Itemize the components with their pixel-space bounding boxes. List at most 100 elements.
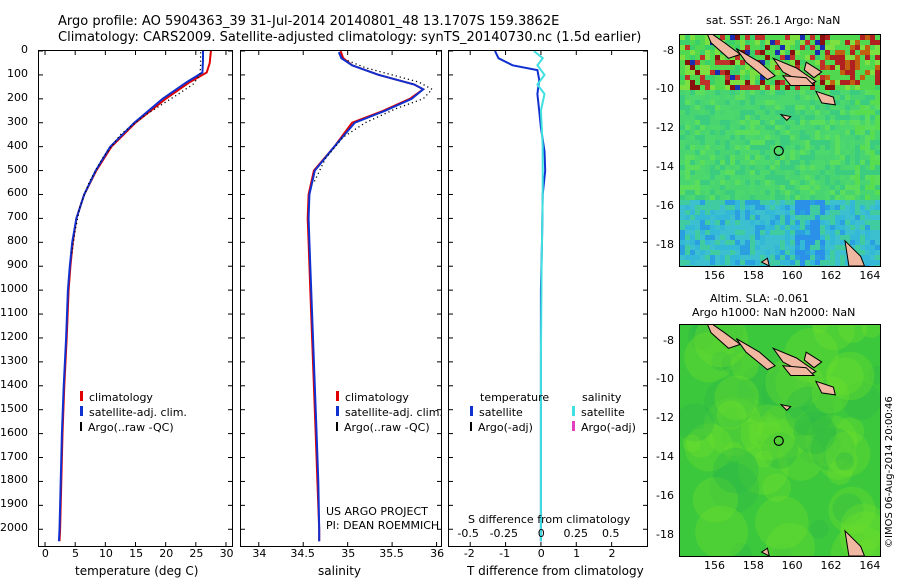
sst-cell — [720, 140, 725, 145]
sst-cell — [790, 145, 795, 150]
sst-cell — [870, 215, 875, 220]
sst-cell — [755, 130, 760, 135]
sst-cell — [865, 105, 870, 110]
sst-cell — [760, 50, 765, 55]
sst-cell — [825, 200, 830, 205]
sst-cell — [770, 145, 775, 150]
sst-cell — [775, 165, 780, 170]
sst-cell — [690, 60, 695, 65]
sst-cell — [755, 45, 760, 50]
sst-cell — [855, 130, 860, 135]
sla-blob — [861, 325, 880, 338]
sst-cell — [825, 225, 830, 230]
sst-cell — [830, 80, 835, 85]
sst-cell — [755, 235, 760, 240]
sst-cell — [790, 160, 795, 165]
sst-cell — [760, 265, 765, 266]
sst-cell — [875, 260, 880, 265]
sst-cell — [860, 100, 865, 105]
sst-cell — [755, 165, 760, 170]
sst-cell — [730, 160, 735, 165]
sst-cell — [735, 260, 740, 265]
sst-cell — [820, 145, 825, 150]
sst-cell — [845, 185, 850, 190]
sst-cell — [850, 190, 855, 195]
sst-cell — [740, 180, 745, 185]
sst-cell — [835, 205, 840, 210]
sst-cell — [710, 125, 715, 130]
sst-cell — [870, 245, 875, 250]
sst-cell — [865, 160, 870, 165]
sst-cell — [820, 85, 825, 90]
sst-cell — [830, 185, 835, 190]
sst-cell — [875, 205, 880, 210]
sst-cell — [760, 55, 765, 60]
sst-cell — [835, 120, 840, 125]
sst-cell — [870, 75, 875, 80]
sst-cell — [720, 120, 725, 125]
sst-cell — [705, 115, 710, 120]
sst-cell — [870, 65, 875, 70]
sst-cell — [715, 90, 720, 95]
sst-cell — [725, 150, 730, 155]
sst-cell — [820, 70, 825, 75]
sst-cell — [835, 65, 840, 70]
sst-cell — [840, 65, 845, 70]
sst-cell — [720, 205, 725, 210]
sst-cell — [795, 200, 800, 205]
sst-cell — [865, 85, 870, 90]
sst-cell — [795, 55, 800, 60]
series-line — [58, 50, 212, 542]
sst-cell — [685, 220, 690, 225]
sst-cell — [870, 210, 875, 215]
sst-cell — [865, 60, 870, 65]
sst-cell — [765, 35, 770, 40]
sst-cell — [735, 155, 740, 160]
sst-cell — [795, 40, 800, 45]
sst-cell — [765, 65, 770, 70]
sst-cell — [785, 110, 790, 115]
sst-cell — [815, 60, 820, 65]
sst-cell — [800, 240, 805, 245]
sst-cell — [805, 260, 810, 265]
series-line — [307, 51, 425, 542]
sst-cell — [740, 85, 745, 90]
sst-cell — [715, 75, 720, 80]
sst-cell — [850, 220, 855, 225]
sst-cell — [815, 75, 820, 80]
sst-cell — [805, 240, 810, 245]
sst-cell — [705, 235, 710, 240]
sst-cell — [840, 265, 845, 266]
sst-cell — [780, 55, 785, 60]
legend-label: satellite-adj. clim. — [89, 406, 187, 419]
sst-cell — [865, 40, 870, 45]
sst-cell — [775, 265, 780, 266]
sst-cell — [865, 95, 870, 100]
sst-cell — [835, 75, 840, 80]
sst-cell — [830, 75, 835, 80]
sst-cell — [755, 110, 760, 115]
sst-cell — [820, 200, 825, 205]
sst-cell — [720, 215, 725, 220]
sst-cell — [715, 240, 720, 245]
sst-cell — [855, 65, 860, 70]
sst-cell — [800, 35, 805, 40]
sst-cell — [835, 180, 840, 185]
sst-cell — [710, 145, 715, 150]
sst-cell — [725, 120, 730, 125]
sst-cell — [800, 200, 805, 205]
sst-cell — [725, 200, 730, 205]
sst-cell — [810, 265, 815, 266]
sst-cell — [805, 160, 810, 165]
sst-cell — [730, 250, 735, 255]
sst-cell — [875, 160, 880, 165]
sst-cell — [865, 155, 870, 160]
sst-cell — [765, 185, 770, 190]
sst-cell — [795, 185, 800, 190]
sst-cell — [735, 210, 740, 215]
sst-cell — [830, 50, 835, 55]
sst-cell — [785, 175, 790, 180]
island-shape — [844, 529, 866, 556]
sst-cell — [840, 170, 845, 175]
map-x-tick-label: 162 — [820, 269, 842, 282]
